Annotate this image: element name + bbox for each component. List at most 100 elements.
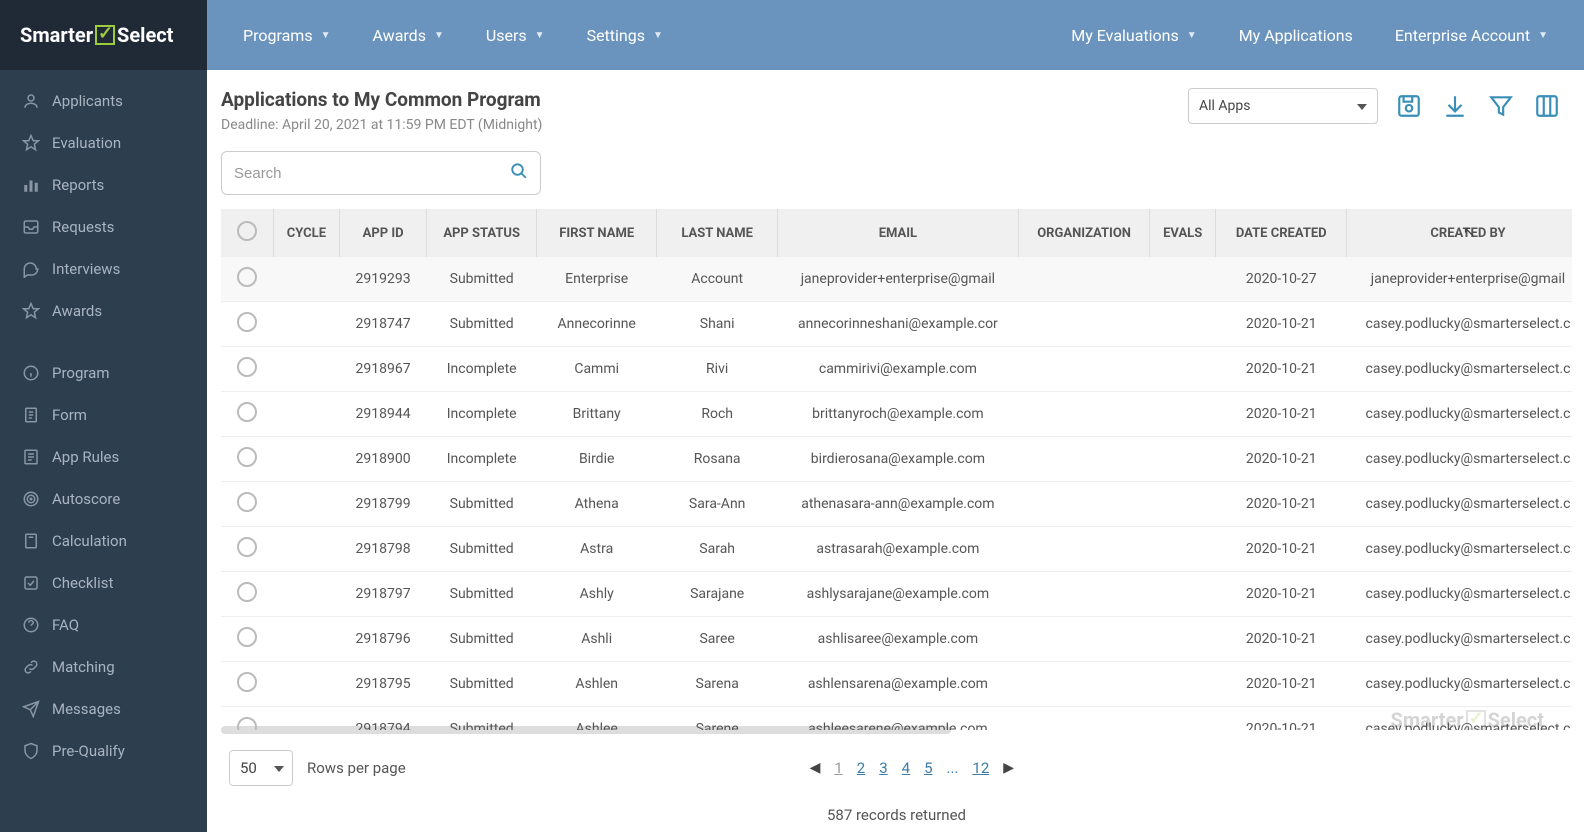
table-row[interactable]: 2918900IncompleteBirdieRosanabirdierosan… [221, 437, 1572, 482]
cell: cammirivi@example.com [777, 347, 1018, 392]
page-link[interactable]: 5 [924, 759, 932, 777]
cell: 2918797 [339, 572, 427, 617]
cell: Incomplete [427, 437, 537, 482]
column-header[interactable]: FIRST NAME [536, 209, 656, 257]
row-checkbox[interactable] [237, 672, 257, 692]
filter-select[interactable]: All Apps [1188, 88, 1378, 124]
sidebar-item-app-rules[interactable]: App Rules [0, 436, 207, 478]
search-input[interactable] [234, 165, 510, 182]
sidebar-item-label: Evaluation [52, 134, 121, 152]
page-link[interactable]: 3 [879, 759, 887, 777]
table-row[interactable]: 2918794SubmittedAshleeSareneashleesarene… [221, 707, 1572, 731]
row-checkbox[interactable] [237, 312, 257, 332]
column-header[interactable]: APP STATUS [427, 209, 537, 257]
column-header[interactable]: APP ID [339, 209, 427, 257]
cell: Submitted [427, 617, 537, 662]
topnav-programs[interactable]: Programs▼ [227, 18, 346, 53]
next-page[interactable]: ▶ [1003, 760, 1014, 776]
table-row[interactable]: 2918747SubmittedAnnecorinneShaniannecori… [221, 302, 1572, 347]
sidebar-item-label: Calculation [52, 532, 127, 550]
sidebar-item-faq[interactable]: FAQ [0, 604, 207, 646]
sidebar-item-evaluation[interactable]: Evaluation [0, 122, 207, 164]
topnav-left: Programs▼Awards▼Users▼Settings▼ [227, 18, 679, 53]
column-header[interactable]: LAST NAME [657, 209, 777, 257]
sidebar-item-requests[interactable]: Requests [0, 206, 207, 248]
sidebar-item-awards[interactable]: Awards [0, 290, 207, 332]
column-header[interactable]: CYCLE [274, 209, 340, 257]
row-checkbox[interactable] [237, 267, 257, 287]
rows-per-page-select[interactable]: 50 [229, 750, 293, 786]
cell [274, 527, 340, 572]
cell: 2918794 [339, 707, 427, 731]
column-header[interactable]: CREATED BY [1347, 209, 1572, 257]
table-row[interactable]: 2919293SubmittedEnterpriseAccountjanepro… [221, 257, 1572, 302]
logo[interactable]: Smarter Select [0, 0, 207, 70]
sidebar-item-interviews[interactable]: Interviews [0, 248, 207, 290]
page-link[interactable]: 12 [972, 759, 989, 777]
sidebar-item-autoscore[interactable]: Autoscore [0, 478, 207, 520]
sidebar-item-program[interactable]: Program [0, 352, 207, 394]
cell [1150, 617, 1216, 662]
topnav-my-applications[interactable]: My Applications [1223, 18, 1369, 53]
prev-page[interactable]: ◀ [810, 760, 821, 776]
row-checkbox[interactable] [237, 537, 257, 557]
topnav-my-evaluations[interactable]: My Evaluations▼ [1055, 18, 1212, 53]
page-link[interactable]: 1 [834, 759, 842, 777]
row-checkbox[interactable] [237, 627, 257, 647]
topnav-label: Programs [243, 26, 313, 45]
caret-icon: ▼ [434, 30, 444, 41]
cell: casey.podlucky@smarterselect.c [1347, 707, 1572, 731]
topnav-label: Settings [587, 26, 645, 45]
topnav-enterprise-account[interactable]: Enterprise Account▼ [1379, 18, 1564, 53]
search-icon[interactable] [510, 162, 528, 184]
shield-icon [22, 742, 40, 760]
applications-table: CYCLEAPP IDAPP STATUSFIRST NAMELAST NAME… [221, 209, 1572, 730]
inbox-icon [22, 218, 40, 236]
filter-icon[interactable] [1486, 91, 1516, 121]
table-row[interactable]: 2918967IncompleteCammiRivicammirivi@exam… [221, 347, 1572, 392]
row-checkbox[interactable] [237, 717, 257, 730]
cell: 2918799 [339, 482, 427, 527]
sidebar-item-applicants[interactable]: Applicants [0, 80, 207, 122]
page-link[interactable]: 2 [857, 759, 865, 777]
cell: Shani [657, 302, 777, 347]
row-checkbox[interactable] [237, 402, 257, 422]
select-all-checkbox[interactable] [237, 221, 257, 241]
sidebar-item-reports[interactable]: Reports [0, 164, 207, 206]
row-checkbox[interactable] [237, 447, 257, 467]
columns-icon[interactable] [1532, 91, 1562, 121]
cell: Rivi [657, 347, 777, 392]
row-checkbox[interactable] [237, 357, 257, 377]
rows-per-page-value: 50 [240, 759, 257, 777]
save-icon[interactable] [1394, 91, 1424, 121]
table-row[interactable]: 2918795SubmittedAshlenSarenaashlensarena… [221, 662, 1572, 707]
column-header[interactable]: ORGANIZATION [1018, 209, 1149, 257]
row-checkbox[interactable] [237, 582, 257, 602]
table-row[interactable]: 2918944IncompleteBrittanyRochbrittanyroc… [221, 392, 1572, 437]
topnav-users[interactable]: Users▼ [470, 18, 561, 53]
cell [1018, 527, 1149, 572]
column-header[interactable]: DATE CREATED [1216, 209, 1347, 257]
column-header[interactable]: EMAIL [777, 209, 1018, 257]
sidebar-item-matching[interactable]: Matching [0, 646, 207, 688]
row-checkbox[interactable] [237, 492, 257, 512]
topnav-settings[interactable]: Settings▼ [571, 18, 679, 53]
page-link[interactable]: 4 [902, 759, 910, 777]
topnav-awards[interactable]: Awards▼ [356, 18, 459, 53]
cell: Astra [536, 527, 656, 572]
table-row[interactable]: 2918797SubmittedAshlySarajaneashlysaraja… [221, 572, 1572, 617]
cell: Submitted [427, 707, 537, 731]
page-subtitle: Deadline: April 20, 2021 at 11:59 PM EDT… [221, 117, 1188, 133]
sidebar-item-form[interactable]: Form [0, 394, 207, 436]
table-row[interactable]: 2918796SubmittedAshliSareeashlisaree@exa… [221, 617, 1572, 662]
sidebar-item-calculation[interactable]: Calculation [0, 520, 207, 562]
sidebar-item-checklist[interactable]: Checklist [0, 562, 207, 604]
download-icon[interactable] [1440, 91, 1470, 121]
column-header[interactable]: EVALS [1150, 209, 1216, 257]
sidebar-item-messages[interactable]: Messages [0, 688, 207, 730]
table-row[interactable]: 2918799SubmittedAthenaSara-Annathenasara… [221, 482, 1572, 527]
cell: brittanyroch@example.com [777, 392, 1018, 437]
sidebar-item-pre-qualify[interactable]: Pre-Qualify [0, 730, 207, 772]
chart-icon [22, 176, 40, 194]
table-row[interactable]: 2918798SubmittedAstraSarahastrasarah@exa… [221, 527, 1572, 572]
